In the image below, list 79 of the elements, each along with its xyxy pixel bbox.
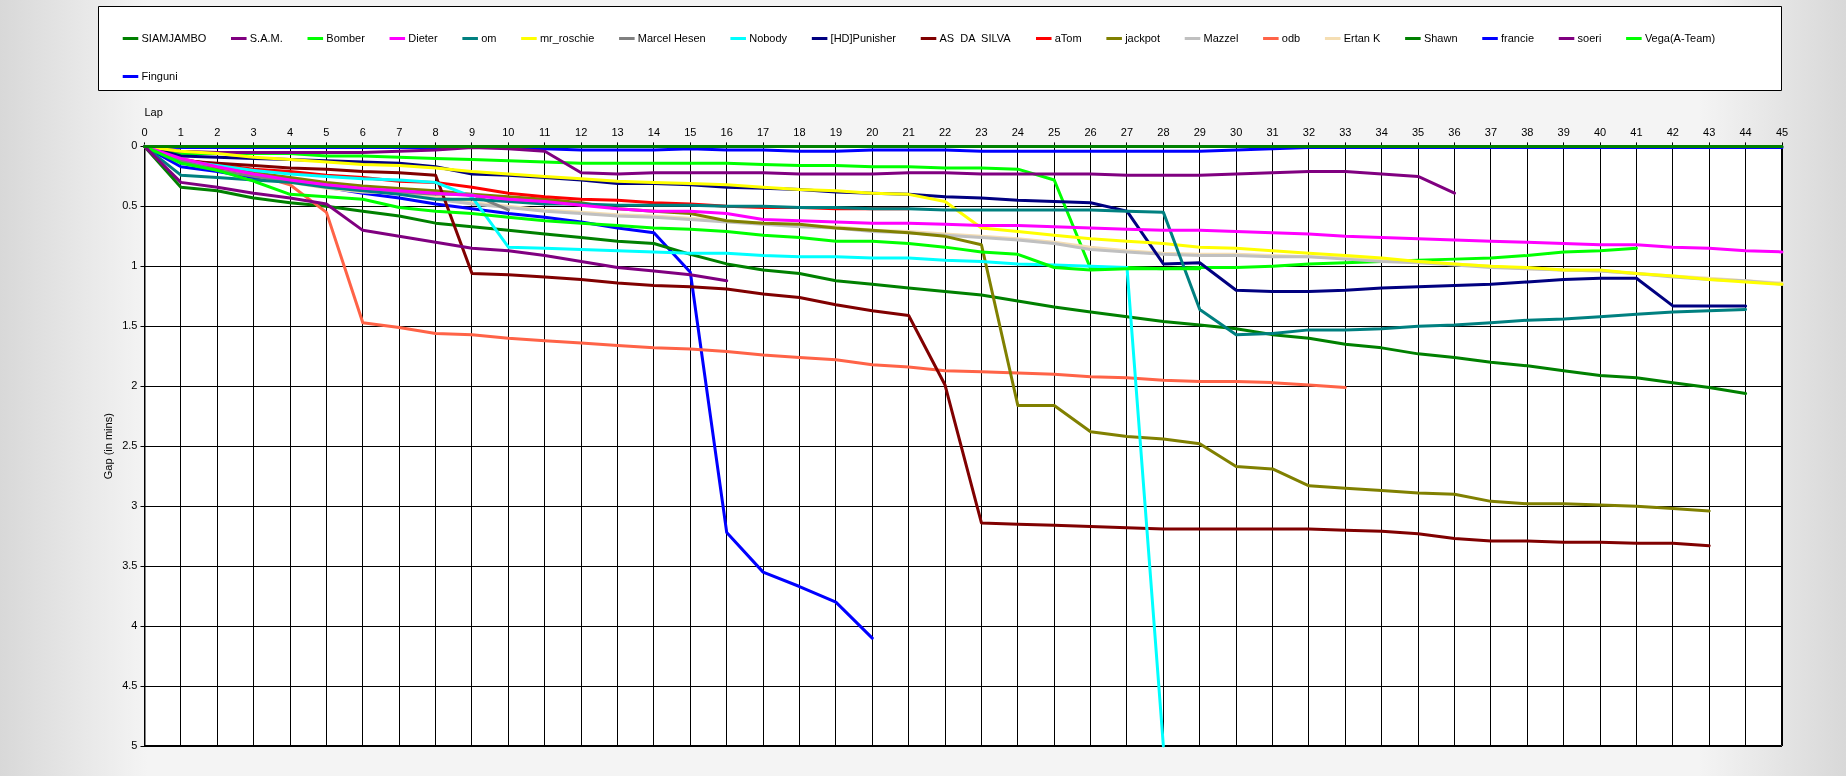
legend-label: Mazzel bbox=[1203, 31, 1239, 44]
x-tick-label: 23 bbox=[975, 125, 988, 138]
legend-label: aTom bbox=[1054, 31, 1082, 44]
y-tick-label: 4.5 bbox=[122, 679, 138, 692]
legend-label: SIAMJAMBO bbox=[141, 31, 207, 44]
legend-label: om bbox=[481, 31, 497, 44]
legend-label: Vega(A-Team) bbox=[1644, 31, 1716, 44]
x-tick-label: 42 bbox=[1666, 125, 1679, 138]
y-tick-label: 0.5 bbox=[122, 199, 138, 212]
x-tick-label: 1 bbox=[177, 125, 184, 138]
x-tick-label: 17 bbox=[756, 125, 770, 138]
legend-label: Nobody bbox=[749, 31, 788, 44]
legend-label: odb bbox=[1281, 31, 1301, 44]
legend-label: jackpot bbox=[1124, 31, 1161, 44]
legend-label: Marcel Hesen bbox=[637, 31, 706, 44]
x-tick-label: 15 bbox=[684, 125, 697, 138]
y-tick-label: 1 bbox=[131, 259, 138, 272]
x-tick-label: 5 bbox=[323, 125, 330, 138]
y-tick-label: 4 bbox=[131, 619, 138, 632]
legend-label: soeri bbox=[1577, 31, 1602, 44]
legend-label: Dieter bbox=[408, 31, 438, 44]
x-tick-label: 40 bbox=[1593, 125, 1607, 138]
y-tick-label: 3 bbox=[131, 499, 138, 512]
x-tick-label: 0 bbox=[141, 125, 148, 138]
x-tick-label: 3 bbox=[250, 125, 257, 138]
x-tick-label: 44 bbox=[1739, 125, 1752, 138]
x-tick-label: 13 bbox=[611, 125, 624, 138]
legend-label: Ertan K bbox=[1343, 31, 1382, 44]
x-tick-label: 30 bbox=[1230, 125, 1243, 138]
x-tick-label: 19 bbox=[829, 125, 843, 138]
y-tick-label: 3.5 bbox=[122, 559, 138, 572]
y-tick-label: 0 bbox=[131, 139, 138, 152]
y-tick-label: 5 bbox=[131, 739, 138, 752]
x-tick-label: 29 bbox=[1193, 125, 1206, 138]
y-tick-label: 2.5 bbox=[122, 439, 138, 452]
x-tick-label: 6 bbox=[359, 125, 366, 138]
legend-label: mr_roschie bbox=[539, 31, 595, 44]
legend-label: Finguni bbox=[141, 69, 178, 82]
x-tick-label: 38 bbox=[1521, 125, 1534, 138]
x-tick-label: 41 bbox=[1630, 125, 1643, 138]
x-tick-label: 25 bbox=[1048, 125, 1061, 138]
x-tick-label: 12 bbox=[575, 125, 588, 138]
x-tick-label: 39 bbox=[1557, 125, 1570, 138]
x-tick-label: 27 bbox=[1120, 125, 1134, 138]
x-axis-title: Lap bbox=[144, 105, 163, 118]
x-tick-label: 22 bbox=[938, 125, 952, 138]
y-tick-label: 1.5 bbox=[122, 319, 138, 332]
legend-label: Bomber bbox=[326, 31, 366, 44]
legend-label: S.A.M. bbox=[249, 31, 283, 44]
x-tick-label: 45 bbox=[1775, 125, 1789, 138]
x-tick-label: 37 bbox=[1484, 125, 1498, 138]
y-tick-label: 2 bbox=[131, 379, 138, 392]
x-tick-label: 32 bbox=[1302, 125, 1316, 138]
x-tick-label: 35 bbox=[1411, 125, 1425, 138]
legend-label: francie bbox=[1501, 31, 1535, 44]
x-tick-label: 18 bbox=[793, 125, 806, 138]
x-tick-label: 10 bbox=[502, 125, 515, 138]
x-tick-label: 24 bbox=[1011, 125, 1024, 138]
x-tick-label: 33 bbox=[1339, 125, 1352, 138]
x-tick-label: 34 bbox=[1375, 125, 1388, 138]
x-tick-label: 9 bbox=[468, 125, 476, 138]
x-tick-label: 21 bbox=[902, 125, 915, 138]
x-tick-label: 28 bbox=[1157, 125, 1170, 138]
x-tick-label: 11 bbox=[539, 125, 551, 138]
legend-label: AS DA SILVA bbox=[939, 31, 1012, 44]
x-tick-label: 31 bbox=[1266, 125, 1279, 138]
x-tick-label: 26 bbox=[1084, 125, 1097, 138]
x-tick-label: 8 bbox=[432, 125, 439, 138]
x-tick-label: 14 bbox=[647, 125, 661, 138]
legend-label: [HD]Punisher bbox=[830, 31, 897, 44]
x-tick-label: 36 bbox=[1448, 125, 1461, 138]
y-axis-title: Gap (in mins) bbox=[101, 413, 114, 480]
x-tick-label: 2 bbox=[214, 125, 221, 138]
x-tick-label: 4 bbox=[286, 125, 294, 138]
x-tick-label: 16 bbox=[720, 125, 733, 138]
x-tick-label: 20 bbox=[866, 125, 879, 138]
x-tick-label: 43 bbox=[1703, 125, 1716, 138]
x-tick-label: 7 bbox=[396, 125, 403, 138]
legend-label: Shawn bbox=[1423, 31, 1458, 44]
